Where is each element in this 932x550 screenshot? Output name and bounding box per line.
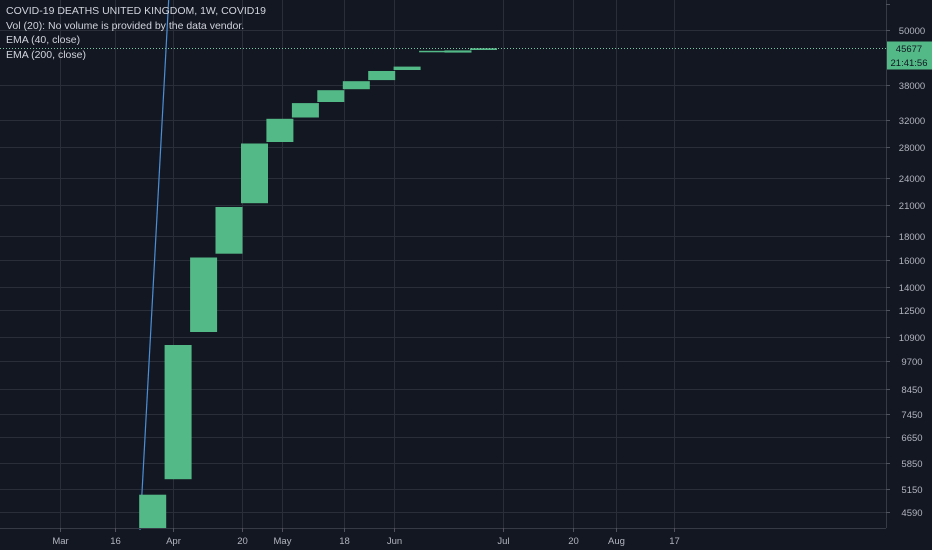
time-axis[interactable]: Mar 16 Apr 20 May 18 Jun Jul 20 Aug 17 (0, 528, 886, 547)
price-tick-label: 16000 (899, 256, 925, 267)
time-tick-label: 20 (237, 536, 248, 547)
candle (317, 90, 345, 102)
candle (419, 50, 447, 53)
candle (266, 118, 294, 142)
ema-40-indicator-label[interactable]: EMA (40, close) (6, 34, 81, 46)
volume-indicator-label[interactable]: Vol (20): No volume is provided by the d… (6, 19, 245, 32)
price-tick-label: 5850 (901, 459, 922, 470)
candle (470, 48, 497, 50)
ema-line (139, 0, 170, 530)
price-tick-label: 4590 (901, 508, 922, 519)
ema-200-indicator-label[interactable]: EMA (200, close) (6, 48, 86, 61)
candle (393, 66, 421, 70)
price-tick-label: 9700 (901, 357, 922, 368)
candle (139, 494, 167, 528)
candle (291, 103, 319, 118)
price-tick-label: 7450 (901, 410, 922, 421)
grid (0, 0, 886, 528)
candle (215, 207, 243, 254)
chart-legend: COVID-19 DEATHS UNITED KINGDOM, 1W, COVI… (6, 4, 266, 62)
price-tick-label: 32000 (899, 116, 925, 127)
symbol-title[interactable]: COVID-19 DEATHS UNITED KINGDOM, 1W, COVI… (6, 5, 267, 17)
candle (444, 50, 472, 53)
ema-layer (139, 0, 170, 530)
countdown-badge-bg (887, 55, 932, 70)
price-tick-label: 24000 (899, 174, 925, 185)
price-tick-label: 6650 (901, 433, 922, 444)
price-tick-label: 50000 (899, 26, 925, 37)
price-tick-label: 5150 (901, 485, 922, 496)
price-tick-label: 28000 (899, 143, 925, 154)
candle (190, 257, 218, 332)
last-price-label: 45677 (896, 44, 922, 55)
time-tick-label: 20 (568, 536, 579, 547)
price-axis[interactable]: 4590 5150 5850 6650 7450 8450 9700 10900 12500 14… (886, 0, 925, 528)
time-tick-label: Apr (166, 536, 181, 547)
time-tick-label: 16 (110, 536, 121, 547)
price-badge: 45677 21:41:56 (887, 41, 932, 70)
time-tick-label: Jun (387, 536, 402, 547)
time-tick-label: Aug (608, 536, 625, 547)
price-tick-label: 8450 (901, 385, 922, 396)
last-price-badge-bg (887, 41, 932, 56)
price-tick-label: 10900 (899, 333, 925, 344)
price-tick-label: 14000 (899, 283, 925, 294)
time-tick-label: May (274, 536, 292, 547)
candle (342, 81, 370, 90)
price-tick-label: 12500 (899, 306, 925, 317)
time-tick-label: Jul (497, 536, 509, 547)
candle (368, 71, 396, 81)
time-tick-label: Mar (52, 536, 68, 547)
candles (139, 48, 497, 528)
candle (164, 345, 192, 480)
time-tick-label: 17 (669, 536, 680, 547)
price-tick-label: 18000 (899, 232, 925, 243)
bar-countdown-label: 21:41:56 (891, 58, 928, 69)
price-tick-label: 21000 (899, 201, 925, 212)
time-tick-label: 18 (339, 536, 350, 547)
candle (241, 143, 268, 204)
price-tick-label: 38000 (899, 81, 925, 92)
